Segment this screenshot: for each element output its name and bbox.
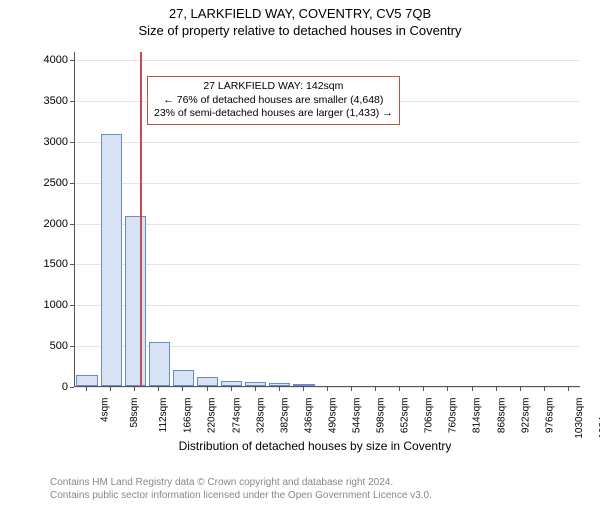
x-tick-mark	[520, 387, 521, 391]
property-marker-line	[140, 52, 142, 386]
x-tick-label: 328sqm	[255, 398, 266, 434]
x-tick-mark	[375, 387, 376, 391]
bar	[221, 381, 242, 386]
x-tick-mark	[303, 387, 304, 391]
x-axis-label: Distribution of detached houses by size …	[50, 439, 580, 453]
x-tick-mark	[351, 387, 352, 391]
x-tick-mark	[231, 387, 232, 391]
bar	[149, 342, 170, 386]
x-tick-mark	[279, 387, 280, 391]
x-tick-label: 166sqm	[183, 398, 194, 434]
x-tick-label: 922sqm	[520, 398, 531, 434]
y-tick-label: 3000	[28, 136, 68, 148]
footer-attribution: Contains HM Land Registry data © Crown c…	[50, 477, 590, 502]
footer-line-1: Contains HM Land Registry data © Crown c…	[50, 477, 590, 490]
x-tick-mark	[447, 387, 448, 391]
x-tick-label: 868sqm	[496, 398, 507, 434]
gridline	[75, 224, 580, 225]
y-tick-label: 2000	[28, 218, 68, 230]
x-tick-mark	[399, 387, 400, 391]
gridline	[75, 264, 580, 265]
y-tick-label: 1500	[28, 258, 68, 270]
page-subtitle: Size of property relative to detached ho…	[0, 23, 600, 38]
footer-line-2: Contains public sector information licen…	[50, 490, 590, 503]
x-tick-label: 976sqm	[544, 398, 555, 434]
annotation-line: 27 LARKFIELD WAY: 142sqm	[154, 80, 393, 94]
annotation-line: 23% of semi-detached houses are larger (…	[154, 107, 393, 121]
x-tick-label: 598sqm	[376, 398, 387, 434]
chart-container: Number of detached properties 27 LARKFIE…	[50, 52, 580, 424]
x-tick-mark	[182, 387, 183, 391]
bar	[125, 216, 146, 386]
annotation-line: ← 76% of detached houses are smaller (4,…	[154, 94, 393, 108]
gridline	[75, 60, 580, 61]
bar	[173, 370, 194, 386]
x-tick-mark	[472, 387, 473, 391]
y-tick-mark	[70, 101, 74, 102]
bar	[245, 382, 266, 386]
x-tick-label: 58sqm	[129, 398, 140, 428]
y-tick-label: 500	[28, 340, 68, 352]
x-tick-label: 814sqm	[472, 398, 483, 434]
x-tick-mark	[86, 387, 87, 391]
y-tick-mark	[70, 346, 74, 347]
y-tick-label: 4000	[28, 54, 68, 66]
y-tick-mark	[70, 224, 74, 225]
y-tick-label: 0	[28, 381, 68, 393]
x-tick-label: 112sqm	[158, 398, 169, 433]
y-tick-mark	[70, 142, 74, 143]
x-tick-label: 652sqm	[400, 398, 411, 434]
y-tick-mark	[70, 183, 74, 184]
y-tick-label: 2500	[28, 177, 68, 189]
y-tick-label: 1000	[28, 299, 68, 311]
y-tick-mark	[70, 264, 74, 265]
x-tick-label: 490sqm	[327, 398, 338, 434]
x-tick-label: 436sqm	[303, 398, 314, 434]
annotation-box: 27 LARKFIELD WAY: 142sqm← 76% of detache…	[147, 76, 400, 125]
x-tick-mark	[255, 387, 256, 391]
plot-area: 27 LARKFIELD WAY: 142sqm← 76% of detache…	[74, 52, 580, 387]
x-tick-mark	[134, 387, 135, 391]
x-tick-label: 1030sqm	[574, 398, 585, 439]
x-tick-label: 544sqm	[352, 398, 363, 434]
y-tick-label: 3500	[28, 95, 68, 107]
x-tick-label: 220sqm	[207, 398, 218, 434]
x-tick-mark	[158, 387, 159, 391]
x-tick-mark	[110, 387, 111, 391]
bar	[197, 377, 218, 386]
gridline	[75, 305, 580, 306]
x-tick-mark	[568, 387, 569, 391]
x-tick-label: 4sqm	[100, 398, 111, 422]
x-tick-label: 760sqm	[448, 398, 459, 434]
x-tick-mark	[496, 387, 497, 391]
x-tick-mark	[544, 387, 545, 391]
x-tick-mark	[423, 387, 424, 391]
gridline	[75, 183, 580, 184]
x-tick-mark	[327, 387, 328, 391]
bar	[76, 375, 97, 386]
y-tick-mark	[70, 305, 74, 306]
x-tick-label: 706sqm	[424, 398, 435, 434]
page-title: 27, LARKFIELD WAY, COVENTRY, CV5 7QB	[0, 6, 600, 21]
bar	[293, 384, 314, 386]
x-tick-mark	[207, 387, 208, 391]
x-tick-label: 274sqm	[231, 398, 242, 434]
bar	[269, 383, 290, 386]
y-tick-mark	[70, 387, 74, 388]
x-tick-label: 382sqm	[279, 398, 290, 434]
gridline	[75, 142, 580, 143]
y-tick-mark	[70, 60, 74, 61]
bar	[101, 134, 122, 386]
